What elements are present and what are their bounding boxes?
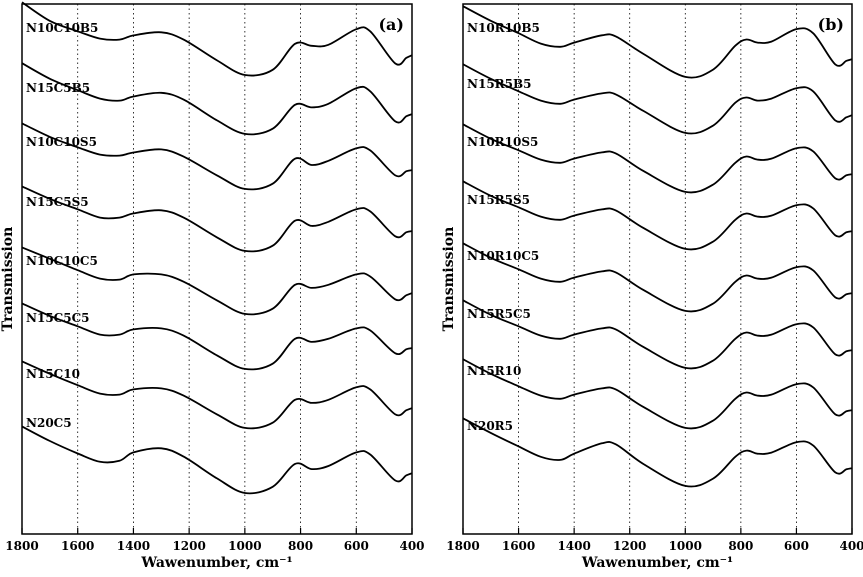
panel-a-series-line [21, 185, 413, 253]
panel-b-y-axis-title: Transmission [441, 227, 457, 332]
panel-b-series-line [462, 358, 853, 430]
panel-a-series-line [21, 360, 413, 430]
panel-a-series-label: N15C5C5 [26, 311, 89, 325]
panel-a-x-tick-label: 400 [399, 539, 424, 553]
panel-b-series-line [462, 242, 853, 313]
panel-b-x-tick-label: 1000 [669, 539, 702, 553]
panel-a-series-label: N10C10B5 [26, 21, 98, 35]
panel-a-x-tick-label: 1000 [228, 539, 261, 553]
panel-b-x-axis-title: Wawenumber, cm⁻¹ [581, 555, 733, 571]
panel-a-series-label: N15C5B5 [26, 81, 90, 95]
panel-a-series-label: N15C10 [26, 367, 80, 381]
panel-b-series-line [462, 299, 853, 370]
panel-b-series-line [462, 123, 853, 194]
panel-b-series-label: N15R10 [467, 364, 521, 378]
panel-b-x-tick-label: 400 [839, 539, 863, 553]
panel-b-x-tick-label: 1600 [502, 539, 535, 553]
panel-a-y-axis-title: Transmission [0, 227, 16, 332]
panel-a-panel-label: (a) [378, 15, 404, 34]
panel-a-series-label: N20C5 [26, 416, 72, 430]
panel-b-series-label: N10R10B5 [467, 21, 540, 35]
panel-a-x-tick-label: 1200 [172, 539, 205, 553]
panel-a-x-tick-label: 800 [288, 539, 313, 553]
panel-a-series-label: N10C10S5 [26, 135, 97, 149]
panel-b-series-label: N15R5B5 [467, 77, 531, 91]
panel-b-x-tick-label: 1800 [446, 539, 479, 553]
panel-b-frame [462, 3, 853, 535]
panel-b-series-label: N10R10C5 [467, 249, 539, 263]
panel-b-series-line [462, 63, 853, 135]
panel-a-x-axis-title: Wawenumber, cm⁻¹ [140, 555, 292, 571]
panel-b-series-label: N15R5S5 [467, 193, 530, 207]
panel-b-series-line [462, 180, 853, 251]
panel-b-series-line [462, 417, 853, 488]
panel-b-series-label: N10R10S5 [467, 135, 538, 149]
panel-b-x-tick-label: 1200 [613, 539, 646, 553]
panel-b-series-line [462, 5, 853, 79]
panel-a-x-tick-label: 1400 [117, 539, 150, 553]
panel-a-x-tick-label: 1800 [5, 539, 38, 553]
panel-b-panel-label: (b) [818, 15, 844, 34]
panel-a-frame [21, 3, 413, 535]
panel-a-series-line [21, 302, 413, 371]
panel-a-series-label: N10C10C5 [26, 254, 98, 268]
panel-b-x-tick-label: 800 [728, 539, 753, 553]
panel-a-series-line [21, 246, 413, 316]
panel-b-series-label: N20R5 [467, 419, 513, 433]
panel-a-x-tick-label: 600 [344, 539, 369, 553]
panel-a-series-line [21, 62, 413, 136]
panel-a-series-label: N15C5S5 [26, 195, 89, 209]
panel-b-x-tick-label: 1400 [557, 539, 590, 553]
panel-a-series-line [21, 122, 413, 191]
panel-a-x-tick-label: 1600 [61, 539, 94, 553]
panel-a-series-line [21, 425, 413, 495]
panel-a-series-line [21, 1, 413, 77]
panel-b-x-tick-label: 600 [784, 539, 809, 553]
panel-b-series-label: N15R5C5 [467, 307, 531, 321]
